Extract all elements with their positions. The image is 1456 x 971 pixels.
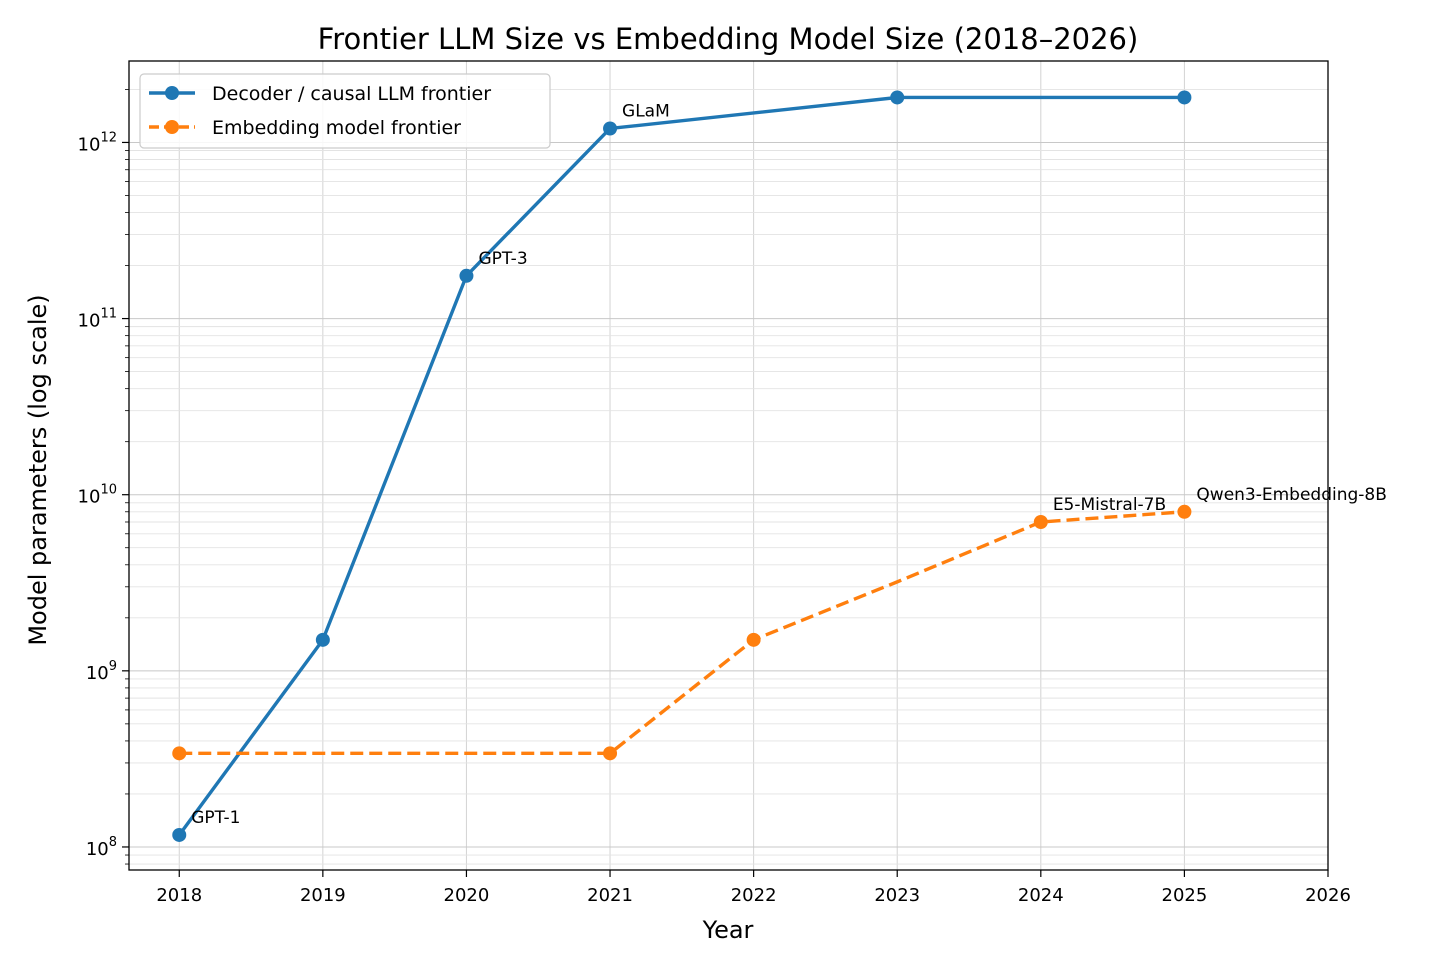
x-tick-label: 2024	[1018, 885, 1064, 906]
grid	[129, 61, 1329, 870]
data-point	[603, 121, 618, 136]
data-point	[315, 632, 330, 647]
x-tick-label: 2023	[874, 885, 920, 906]
y-tick-label: 109	[86, 659, 117, 684]
data-point	[1177, 504, 1192, 519]
point-annotation: Qwen3-Embedding-8B	[1196, 485, 1387, 505]
data-point	[1177, 90, 1192, 105]
data-point	[459, 268, 474, 283]
point-annotation: E5-Mistral-7B	[1053, 495, 1166, 515]
y-tick-label: 1010	[78, 483, 117, 508]
legend: Decoder / causal LLM frontier Embedding m…	[139, 73, 551, 149]
x-tick-label: 2018	[156, 885, 202, 906]
legend-marker	[165, 120, 179, 134]
legend-label: Decoder / causal LLM frontier	[212, 83, 491, 105]
plot-frame	[128, 60, 1329, 871]
series-layer	[172, 90, 1192, 842]
x-axis: 2018 2019 2020 2021 2022 2023 2024 2025 2026	[156, 870, 1351, 906]
legend-marker	[165, 86, 179, 100]
x-tick-label: 2019	[300, 885, 346, 906]
series-line-2	[179, 510, 1185, 756]
data-point	[603, 746, 618, 761]
point-annotation: GLaM	[622, 101, 670, 121]
y-axis: 108 109 1010 1011 1012	[78, 89, 129, 865]
point-annotation: GPT-1	[191, 808, 240, 828]
x-tick-label: 2020	[444, 885, 490, 906]
data-point	[1033, 514, 1048, 529]
y-tick-label: 1012	[78, 130, 117, 155]
x-tick-label: 2021	[587, 885, 633, 906]
data-point	[172, 827, 187, 842]
x-tick-label: 2025	[1162, 885, 1208, 906]
y-tick-label: 1011	[78, 307, 117, 332]
x-axis-label: Year	[702, 916, 754, 944]
data-point	[890, 90, 905, 105]
data-point	[746, 632, 761, 647]
legend-label: Embedding model frontier	[212, 117, 461, 139]
data-point	[172, 746, 187, 761]
x-tick-label: 2022	[731, 885, 777, 906]
y-tick-label: 108	[86, 835, 117, 860]
y-axis-label: Model parameters (log scale)	[24, 294, 52, 645]
point-annotation: GPT-3	[478, 249, 527, 269]
annotation-layer: GPT-1 GPT-3 GLaM E5-Mistral-7B Qwen3-Embeddi…	[191, 101, 1387, 827]
series-line-1	[177, 95, 1185, 836]
chart-title: Frontier LLM Size vs Embedding Model Siz…	[318, 22, 1139, 56]
legend-box	[139, 73, 551, 149]
x-tick-label: 2026	[1305, 885, 1351, 906]
